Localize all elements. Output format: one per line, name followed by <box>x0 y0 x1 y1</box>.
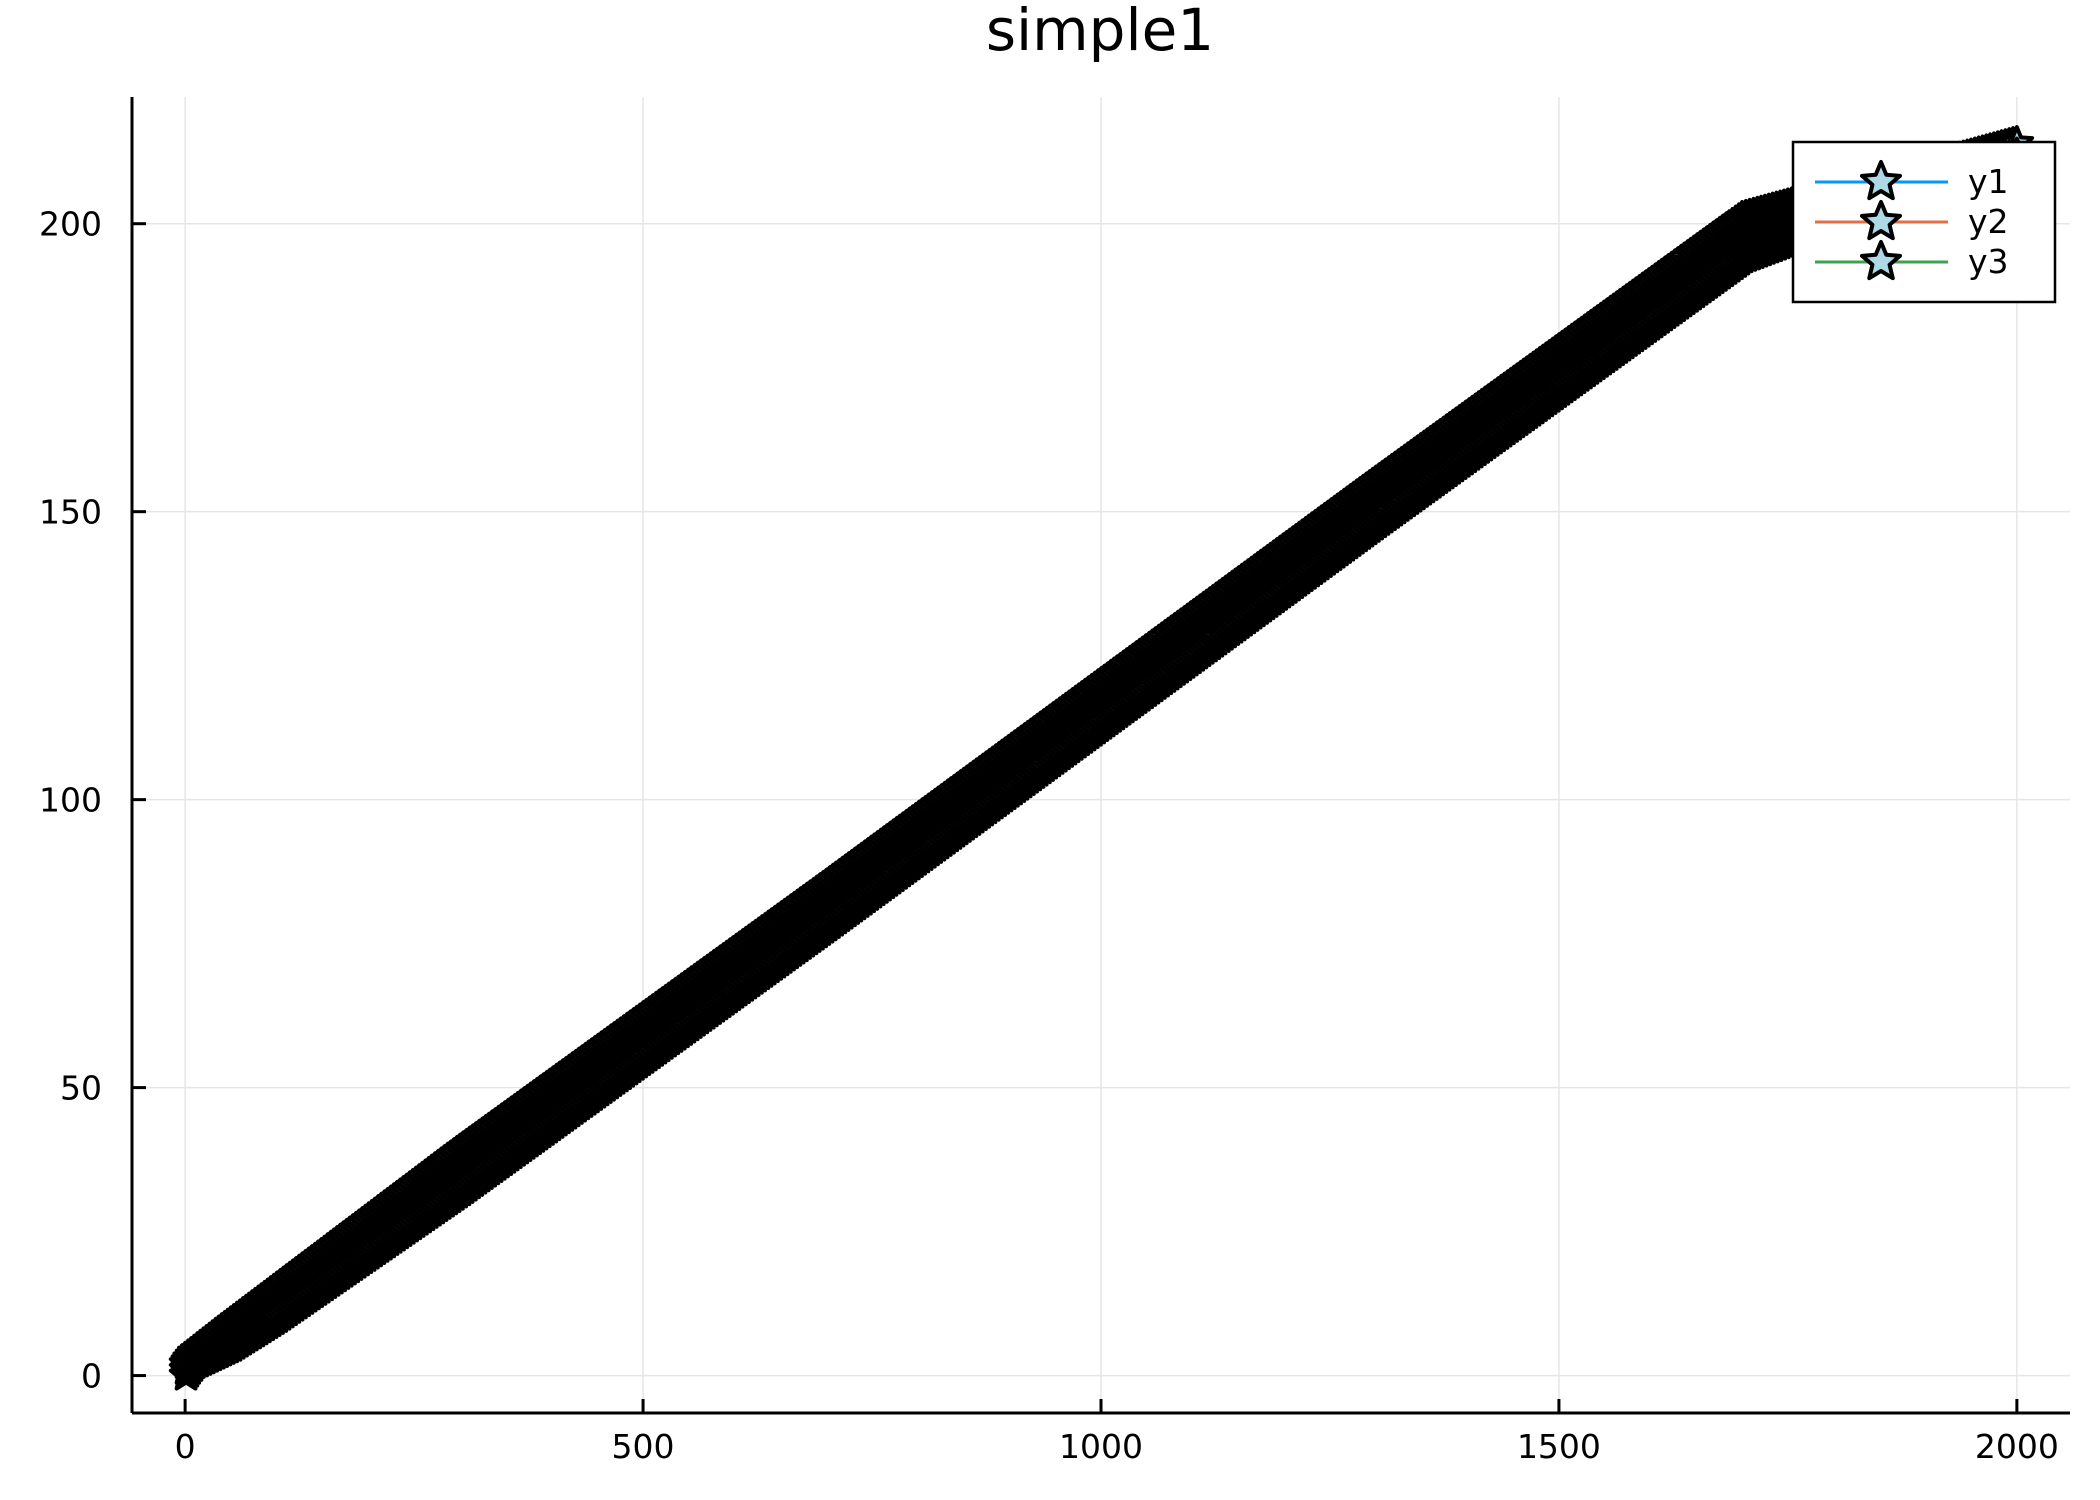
star-icon <box>1859 240 1903 281</box>
x-tick-label: 1000 <box>1059 1427 1143 1466</box>
legend-item-y3: y3 <box>1815 240 2009 281</box>
y-tick-label: 150 <box>39 493 102 532</box>
y-tick-label: 50 <box>60 1069 102 1108</box>
legend-item-y1: y1 <box>1815 160 2009 201</box>
x-tick-label: 500 <box>612 1427 675 1466</box>
y-tick-label: 200 <box>39 205 102 244</box>
y-tick-label: 0 <box>81 1357 102 1396</box>
x-tick-label: 1500 <box>1517 1427 1601 1466</box>
star-icon <box>1859 200 1903 241</box>
legend-label: y1 <box>1968 162 2009 201</box>
legend-item-y2: y2 <box>1815 200 2009 241</box>
axes: 0 500 1000 1500 2000 0 50 100 150 200 <box>39 97 2070 1466</box>
chart-title: simple1 <box>986 0 1214 64</box>
star-icon <box>1859 160 1903 201</box>
legend-label: y2 <box>1968 202 2009 241</box>
x-tick-label: 0 <box>175 1427 196 1466</box>
x-tick-label: 2000 <box>1975 1427 2059 1466</box>
series-layer <box>168 125 2035 1391</box>
legend-label: y3 <box>1968 242 2009 281</box>
y-tick-label: 100 <box>39 781 102 820</box>
